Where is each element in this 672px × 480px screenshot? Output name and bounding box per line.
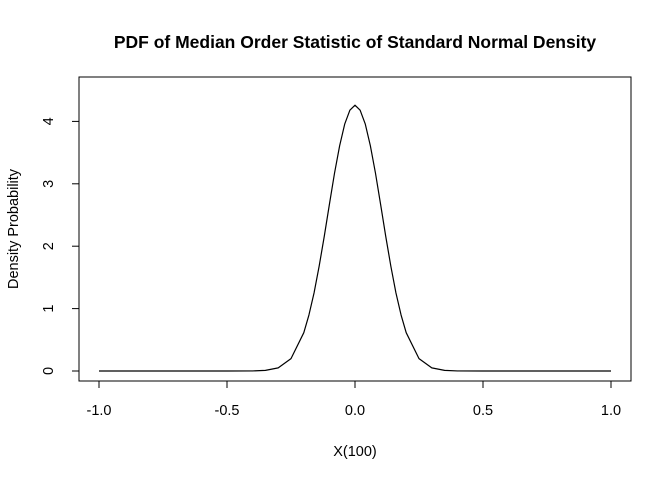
y-tick-label: 1	[41, 305, 57, 313]
x-tick-label: -0.5	[215, 403, 240, 419]
y-tick-label: 0	[41, 367, 57, 375]
x-tick-label: 0.0	[345, 403, 365, 419]
chart-title: PDF of Median Order Statistic of Standar…	[114, 32, 597, 52]
series-layer	[99, 104, 611, 372]
y-tick-label: 2	[41, 242, 57, 250]
y-tick-label: 4	[41, 117, 57, 125]
x-axis: -1.0 -0.5 0.0 0.5 1.0	[87, 380, 621, 419]
x-tick-label: -1.0	[87, 403, 112, 419]
y-axis: 0 1 2 3 4	[41, 117, 80, 375]
x-axis-label: X(100)	[333, 444, 377, 460]
x-tick-label: 1.0	[601, 403, 621, 419]
series-line	[99, 104, 611, 372]
y-tick-label: 3	[41, 180, 57, 188]
x-tick-label: 0.5	[473, 403, 493, 419]
y-axis-label: Density Probability	[6, 168, 22, 289]
plot-frame	[78, 76, 632, 382]
